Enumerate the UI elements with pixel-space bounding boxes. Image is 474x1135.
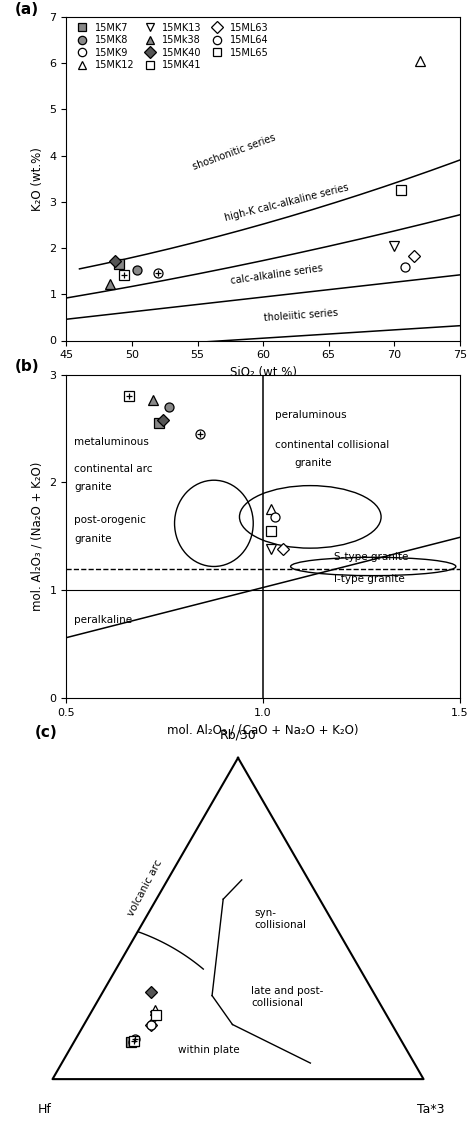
Text: shoshonitic series: shoshonitic series — [191, 133, 277, 171]
Text: calc-alkaline series: calc-alkaline series — [230, 263, 324, 286]
X-axis label: mol. Al₂O₃ / (CaO + Na₂O + K₂O): mol. Al₂O₃ / (CaO + Na₂O + K₂O) — [167, 723, 359, 737]
Text: (a): (a) — [15, 2, 39, 17]
Text: granite: granite — [74, 482, 112, 491]
Text: Rb/30: Rb/30 — [219, 729, 256, 741]
Text: S-type granite: S-type granite — [334, 552, 408, 562]
Text: continental collisional: continental collisional — [275, 440, 389, 449]
Text: post-orogenic: post-orogenic — [74, 515, 146, 526]
Text: peralkaline: peralkaline — [74, 614, 132, 624]
Legend: 15MK7, 15MK8, 15MK9, 15MK12, 15MK13, 15Mk38, 15MK40, 15MK41, 15ML63, 15ML64, 15M: 15MK7, 15MK8, 15MK9, 15MK12, 15MK13, 15M… — [71, 22, 270, 72]
Text: metaluminous: metaluminous — [74, 437, 149, 447]
Text: late and post-
collisional: late and post- collisional — [251, 986, 323, 1008]
Text: (c): (c) — [35, 725, 57, 740]
Y-axis label: K₂O (wt.%): K₂O (wt.%) — [31, 146, 44, 211]
Text: within plate: within plate — [178, 1045, 239, 1056]
Text: Ta*3: Ta*3 — [417, 1103, 445, 1116]
Text: syn-
collisional: syn- collisional — [255, 908, 307, 930]
Y-axis label: mol. Al₂O₃ / (Na₂O + K₂O): mol. Al₂O₃ / (Na₂O + K₂O) — [31, 462, 44, 611]
Text: granite: granite — [74, 533, 112, 544]
Text: continental arc: continental arc — [74, 463, 153, 473]
Text: Hf: Hf — [38, 1103, 52, 1116]
Text: tholeiitic series: tholeiitic series — [263, 308, 338, 323]
Text: granite: granite — [294, 459, 332, 469]
Text: I-type granite: I-type granite — [334, 573, 405, 583]
Text: volcanic arc: volcanic arc — [126, 858, 164, 918]
X-axis label: SiO₂ (wt.%): SiO₂ (wt.%) — [229, 365, 297, 379]
Text: (b): (b) — [15, 360, 40, 375]
Text: peraluminous: peraluminous — [275, 410, 346, 420]
Text: high-K calc-alkaline series: high-K calc-alkaline series — [224, 182, 350, 222]
